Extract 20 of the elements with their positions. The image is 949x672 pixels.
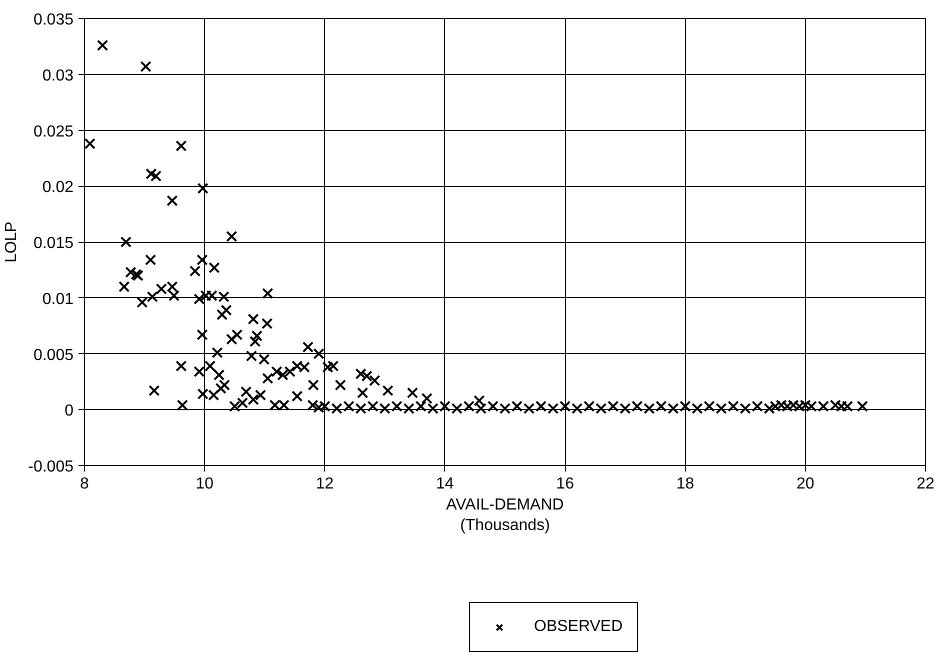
x-tick-label: 22 bbox=[916, 476, 934, 492]
y-tick-label: 0.03 bbox=[42, 67, 74, 84]
y-tick-label: 0.02 bbox=[42, 179, 74, 196]
x-tick-label: 10 bbox=[196, 476, 214, 492]
x-tick-label: 20 bbox=[796, 476, 814, 492]
y-tick-label: -0.005 bbox=[28, 458, 74, 476]
y-axis-title: LOLP bbox=[3, 222, 20, 262]
legend-label: OBSERVED bbox=[534, 618, 623, 636]
x-tick-label: 14 bbox=[436, 476, 454, 492]
y-tick-label: 0.005 bbox=[33, 346, 74, 364]
x-tick-label: 12 bbox=[316, 476, 334, 492]
y-tick-label: 0.015 bbox=[33, 235, 74, 252]
y-tick-label: 0.035 bbox=[33, 12, 74, 28]
y-tick-label: 0.01 bbox=[42, 290, 74, 308]
x-axis-title: AVAIL-DEMAND (Thousands) bbox=[446, 496, 564, 534]
x-tick-label: 18 bbox=[676, 476, 694, 492]
y-tick-label: 0 bbox=[64, 402, 74, 420]
x-tick-label: 16 bbox=[556, 476, 574, 492]
y-tick-label: 0.025 bbox=[33, 123, 74, 140]
x-tick-label: 8 bbox=[80, 476, 90, 492]
